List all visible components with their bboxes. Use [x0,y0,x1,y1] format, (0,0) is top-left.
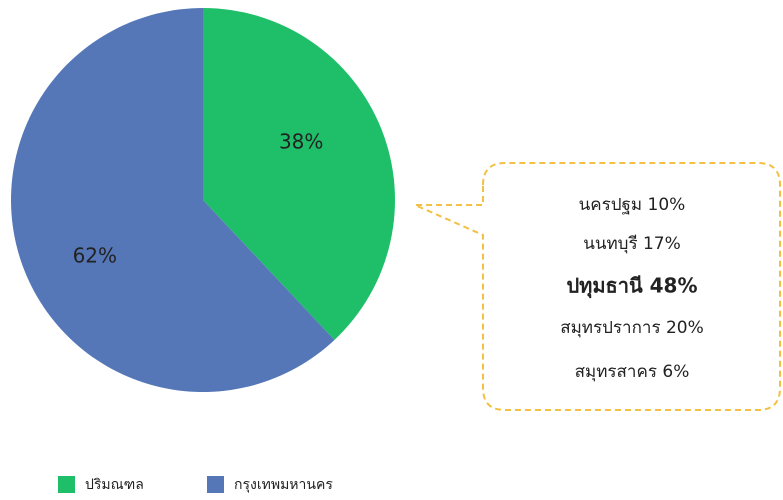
slice-label: 62% [73,243,117,267]
callout-text: สมุทรสาคร 6% [575,362,690,382]
callout-text: นครปฐม 10% [579,195,686,215]
legend-label: ปริมณฑล [85,477,144,493]
callout-text: สมุทรปราการ 20% [560,318,704,338]
legend-swatch [207,476,224,493]
slice-label: 38% [279,130,323,154]
callout-text: นนทบุรี 17% [583,234,681,254]
legend-label: กรุงเทพมหานคร [234,477,333,493]
legend-swatch [58,476,75,493]
callout-text: ปทุมธานี 48% [566,274,697,299]
pie-slice [203,8,396,340]
pie-slice [11,8,335,392]
